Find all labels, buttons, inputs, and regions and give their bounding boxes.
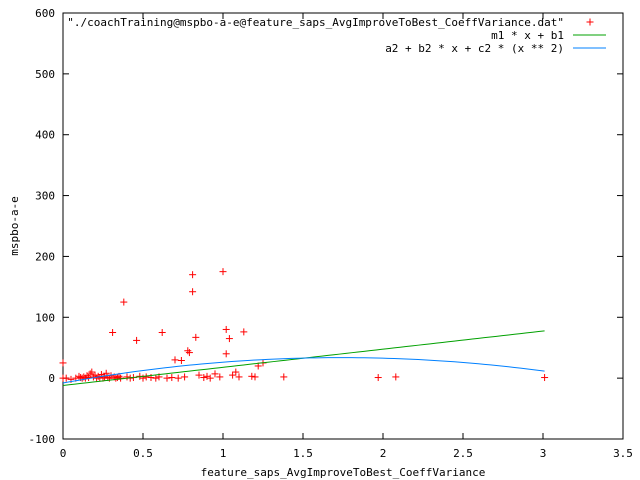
data-point bbox=[86, 370, 94, 378]
data-point bbox=[374, 374, 382, 382]
data-point bbox=[248, 372, 256, 380]
data-point bbox=[171, 356, 179, 364]
data-point bbox=[158, 329, 166, 336]
data-point bbox=[211, 370, 219, 378]
data-point bbox=[203, 372, 211, 380]
data-point bbox=[200, 374, 208, 382]
data-point bbox=[83, 372, 91, 380]
data-point bbox=[219, 268, 227, 276]
data-point bbox=[59, 359, 67, 367]
data-point bbox=[109, 329, 117, 336]
x-tick-label: 1.5 bbox=[293, 447, 313, 460]
fit-line-2 bbox=[62, 357, 545, 384]
x-tick-label: 3.5 bbox=[613, 447, 633, 460]
x-tick-label: 2.5 bbox=[453, 447, 473, 460]
data-point bbox=[85, 374, 93, 382]
data-point bbox=[177, 356, 185, 364]
data-point bbox=[184, 347, 192, 355]
data-point bbox=[152, 374, 160, 382]
data-point bbox=[163, 374, 171, 382]
data-point bbox=[280, 373, 288, 381]
data-point bbox=[195, 371, 203, 379]
data-point bbox=[216, 373, 224, 381]
data-point bbox=[142, 373, 150, 381]
legend-label: "./coachTraining@mspbo-a-e@feature_saps_… bbox=[67, 16, 564, 29]
data-point bbox=[174, 374, 182, 382]
data-point bbox=[133, 336, 141, 344]
data-point bbox=[192, 333, 200, 341]
y-tick-label: -100 bbox=[29, 433, 56, 446]
series-layer bbox=[59, 268, 549, 386]
data-point bbox=[222, 350, 230, 358]
data-point bbox=[240, 328, 248, 336]
data-point bbox=[75, 372, 83, 380]
x-tick-label: 0.5 bbox=[133, 447, 153, 460]
data-point bbox=[93, 374, 101, 382]
data-point bbox=[101, 373, 109, 381]
data-point bbox=[117, 374, 125, 382]
legend-label: m1 * x + b1 bbox=[491, 29, 564, 42]
x-tick-label: 2 bbox=[380, 447, 387, 460]
axis-ticks bbox=[62, 12, 624, 440]
data-point bbox=[88, 368, 96, 376]
y-tick-label: 300 bbox=[35, 190, 55, 203]
legend-marker bbox=[586, 18, 594, 26]
data-point bbox=[181, 373, 189, 381]
legend-label: a2 + b2 * x + c2 * (x ** 2) bbox=[385, 42, 564, 55]
y-tick-label: 0 bbox=[48, 372, 55, 385]
data-point bbox=[222, 325, 230, 333]
data-point bbox=[541, 374, 549, 382]
data-point bbox=[123, 373, 131, 381]
plot-frame bbox=[62, 12, 624, 440]
y-tick-label: 200 bbox=[35, 250, 55, 263]
legend: "./coachTraining@mspbo-a-e@feature_saps_… bbox=[67, 16, 606, 55]
data-point bbox=[225, 335, 233, 343]
y-tick-label: 100 bbox=[35, 311, 55, 324]
y-tick-label: 500 bbox=[35, 68, 55, 81]
data-point bbox=[251, 373, 259, 381]
data-point bbox=[139, 374, 147, 382]
data-point bbox=[392, 373, 400, 381]
y-axis-label: mspbo-a-e bbox=[8, 196, 21, 256]
axis-tick-labels: 0 0.5 1 1.5 2 2.5 3 3.5 -100 0 100 200 300 400 500 600 bbox=[29, 7, 633, 460]
x-tick-label: 1 bbox=[220, 447, 227, 460]
data-point bbox=[235, 373, 243, 381]
x-axis-label: feature_saps_AvgImproveToBest_CoeffVaria… bbox=[201, 466, 486, 479]
data-point bbox=[232, 368, 240, 376]
y-tick-label: 600 bbox=[35, 7, 55, 20]
y-tick-label: 400 bbox=[35, 129, 55, 142]
x-tick-label: 0 bbox=[60, 447, 67, 460]
data-point bbox=[120, 298, 128, 306]
data-point bbox=[189, 288, 197, 296]
x-tick-label: 3 bbox=[540, 447, 547, 460]
data-point bbox=[206, 374, 214, 382]
data-point bbox=[168, 374, 176, 382]
data-point bbox=[189, 271, 197, 279]
data-point bbox=[229, 371, 237, 379]
data-point bbox=[113, 374, 121, 382]
data-point bbox=[62, 374, 70, 382]
data-point bbox=[185, 349, 193, 357]
